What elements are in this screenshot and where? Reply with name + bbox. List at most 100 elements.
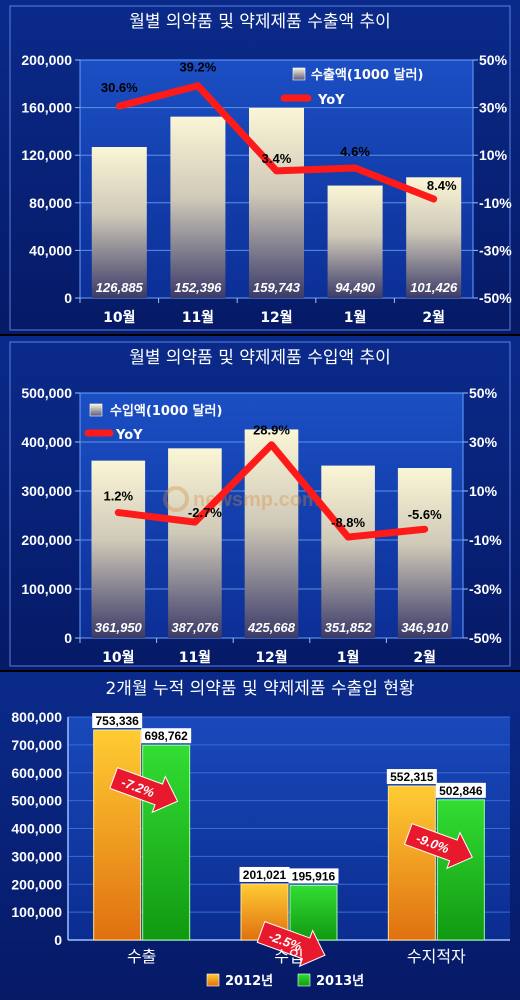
y2-tick-label: -30% — [479, 242, 512, 258]
y2-tick-label: 50% — [469, 385, 498, 401]
legend-2013-swatch — [297, 973, 311, 987]
legend-bar-swatch — [292, 67, 306, 81]
bar-value-label: 152,396 — [174, 280, 222, 295]
bar-value-label: 552,315 — [390, 770, 434, 784]
x-category-label: 1월 — [337, 649, 360, 666]
legend: 2012년 2013년 — [206, 973, 364, 989]
yoy-label: -5.6% — [408, 507, 442, 522]
legend: 수입액(1000 달러) YoY — [84, 403, 222, 443]
import-chart: 월별 의약품 및 약제제품 수입액 추이 newsmp.com 361,950 3… — [0, 336, 520, 670]
y-tick-label: 100,000 — [21, 581, 72, 597]
yoy-label: 8.4% — [427, 178, 457, 193]
arrow-right-icon — [256, 920, 326, 968]
bar-1월 — [321, 465, 375, 638]
yoy-label: -2.7% — [188, 505, 222, 520]
legend-bar-swatch — [89, 403, 103, 417]
y-tick-label: 40,000 — [29, 242, 72, 258]
bar-value-label: 201,021 — [243, 868, 287, 882]
yoy-label: -8.8% — [331, 515, 365, 530]
export-chart: 월별 의약품 및 약제제품 수출액 추이 126,885 152,396 159,7… — [0, 0, 520, 334]
yoy-point — [194, 82, 201, 89]
value-label-bg — [288, 868, 339, 884]
yoy-point — [345, 534, 352, 541]
chart-title: 월별 의약품 및 약제제품 수출액 추이 — [129, 12, 391, 32]
y-tick-label: 700,000 — [11, 737, 62, 753]
x-category-label: 12월 — [260, 309, 292, 326]
bar-value-label: 126,885 — [96, 280, 144, 295]
legend: 수출액(1000 달러) YoY — [280, 67, 423, 108]
y2-tick-label: -50% — [479, 290, 512, 306]
bar-value-label: 425,668 — [247, 620, 296, 635]
yoy-label: 1.2% — [103, 489, 133, 504]
export-chart-panel: 월별 의약품 및 약제제품 수출액 추이 126,885 152,396 159,7… — [0, 0, 520, 334]
bar-2월 — [397, 468, 452, 638]
y-tick-label: 500,000 — [11, 793, 62, 809]
x-category-label: 10월 — [103, 309, 135, 326]
y-tick-label: 600,000 — [11, 765, 62, 781]
x-category-label: 수출 — [127, 947, 156, 966]
y-tick-label: 400,000 — [11, 821, 62, 837]
y-tick-label: 0 — [64, 630, 72, 646]
legend-2012-label: 2012년 — [225, 974, 273, 989]
y-tick-label: 800,000 — [11, 709, 62, 725]
y2-tick-label: -10% — [469, 532, 502, 548]
bar-value-label: 753,336 — [95, 714, 139, 728]
y-tick-label: 120,000 — [21, 147, 72, 163]
legend-2012-swatch — [206, 973, 220, 987]
y-tick-label: 400,000 — [21, 434, 72, 450]
y-tick-label: 200,000 — [21, 532, 72, 548]
y2-tick-label: 30% — [479, 100, 508, 116]
yoy-label: 4.6% — [340, 144, 370, 159]
yoy-point — [116, 103, 123, 110]
y-tick-label: 160,000 — [21, 100, 72, 116]
bar-11월 — [170, 116, 226, 298]
y2-tick-label: -50% — [469, 630, 502, 646]
bar-10월 — [91, 147, 147, 298]
bar-12월 — [248, 107, 305, 299]
legend-bar-label: 수입액(1000 달러) — [110, 403, 222, 419]
yoy-point — [191, 519, 198, 526]
chart-title: 월별 의약품 및 약제제품 수입액 추이 — [129, 348, 391, 368]
x-category-label: 12월 — [255, 649, 287, 666]
value-label-bg — [92, 713, 143, 729]
bar-2013년-수출 — [142, 744, 191, 941]
bar-value-label: 698,762 — [144, 729, 188, 743]
bar-2013년-수지적자 — [436, 799, 485, 941]
legend-2013-label: 2013년 — [316, 974, 364, 989]
y2-tick-label: 50% — [479, 52, 508, 68]
yoy-label: 30.6% — [101, 80, 138, 95]
value-label-bg — [435, 782, 486, 798]
yoy-label: 3.4% — [262, 151, 292, 166]
x-category-label: 11월 — [182, 309, 214, 326]
arrow-right-icon — [109, 767, 179, 814]
yoy-point — [115, 509, 122, 516]
yoy-label: 39.2% — [179, 60, 216, 75]
y-tick-label: 200,000 — [11, 876, 62, 892]
value-label-bg — [141, 728, 192, 744]
y-tick-label: 500,000 — [21, 385, 72, 401]
y-tick-label: 200,000 — [21, 52, 72, 68]
x-category-label: 10월 — [102, 649, 134, 666]
bar-value-label: 195,916 — [292, 869, 336, 883]
y-tick-label: 0 — [64, 290, 72, 306]
bar-value-label: 387,076 — [171, 620, 219, 635]
bar-value-label: 351,852 — [325, 620, 373, 635]
yoy-point — [352, 165, 359, 172]
cumulative-chart: 2개월 누적 의약품 및 약제제품 수출입 현황 -7.2%-2.5%-9.0%… — [0, 672, 520, 1000]
chart-title: 2개월 누적 의약품 및 약제제품 수출입 현황 — [105, 679, 414, 699]
cumulative-chart-panel: 2개월 누적 의약품 및 약제제품 수출입 현황 -7.2% -2.5% -9.0%… — [0, 672, 520, 1000]
yoy-label: 28.9% — [253, 423, 290, 438]
legend-line-label: YoY — [115, 428, 143, 443]
import-chart-panel: 월별 의약품 및 약제제품 수입액 추이 newsmp.com 361,950 3… — [0, 336, 520, 670]
bar-2012년-수지적자 — [387, 785, 436, 941]
arrow-right-icon — [403, 823, 473, 870]
bar-value-label: 502,846 — [439, 784, 483, 798]
y2-tick-label: 10% — [469, 483, 498, 499]
y2-tick-label: 30% — [469, 434, 498, 450]
y-tick-label: 300,000 — [11, 848, 62, 864]
bar-2013년-수입 — [289, 884, 338, 941]
watermark-logo-icon — [163, 486, 189, 512]
bar-2012년-수출 — [93, 729, 142, 941]
legend-line-label: YoY — [317, 93, 345, 108]
y2-tick-label: 10% — [479, 147, 508, 163]
